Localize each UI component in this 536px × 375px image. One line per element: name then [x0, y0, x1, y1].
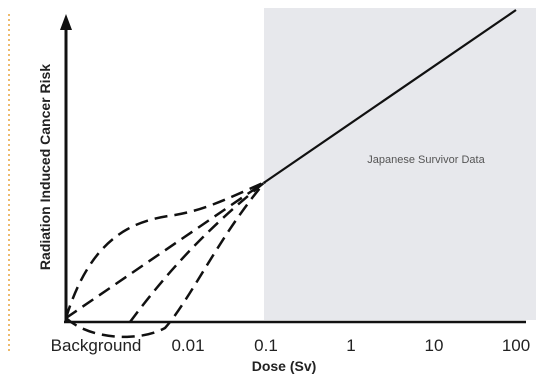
series-line-threshold: [128, 181, 266, 323]
x-tick-label-1: 1: [346, 336, 355, 355]
x-tick-label-0-1: 0.1: [254, 336, 278, 355]
series-line-observed: [264, 9, 517, 183]
x-tick-label-background: Background: [51, 336, 142, 355]
x-tick-label-0-01: 0.01: [171, 336, 204, 355]
y-axis-title: Radiation Induced Cancer Risk: [37, 64, 53, 270]
x-tick-label-10: 10: [425, 336, 444, 355]
series-line-linear-no-threshold: [65, 180, 266, 320]
y-axis-arrowhead: [60, 14, 72, 30]
x-axis-title: Dose (Sv): [252, 358, 317, 374]
x-tick-label-100: 100: [502, 336, 530, 355]
japanese-survivor-data-region: [264, 8, 536, 320]
series-line-hormesis: [65, 181, 266, 339]
shaded-region-label: Japanese Survivor Data: [367, 154, 485, 166]
